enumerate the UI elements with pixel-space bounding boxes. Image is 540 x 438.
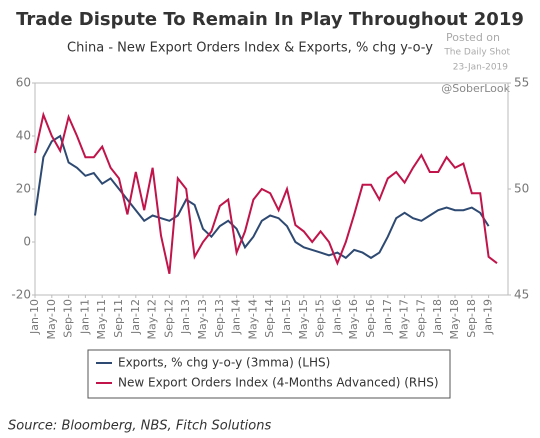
x-tick-label: May-13 xyxy=(196,299,209,340)
annotation: 23-Jan-2019 xyxy=(453,63,509,73)
x-tick-label: May-10 xyxy=(45,299,58,340)
x-tick-label: Sep-15 xyxy=(314,299,327,338)
x-tick-label: Sep-12 xyxy=(162,299,175,338)
x-tick-label: Sep-11 xyxy=(112,299,125,338)
x-tick-label: Jan-17 xyxy=(381,299,394,335)
source: Source: Bloomberg, NBS, Fitch Solutions xyxy=(8,419,271,434)
y2-tick-label: 55 xyxy=(514,76,529,90)
y2-tick-label: 45 xyxy=(514,288,529,302)
x-tick-label: Sep-18 xyxy=(465,299,478,338)
x-tick-label: May-12 xyxy=(146,299,159,340)
x-tick-label: Jan-16 xyxy=(330,299,343,335)
x-tick-label: Jan-12 xyxy=(129,299,142,335)
x-tick-label: Sep-16 xyxy=(364,299,377,338)
chart-subtitle: China - New Export Orders Index & Export… xyxy=(67,41,433,56)
series-line xyxy=(34,111,498,275)
legend-box xyxy=(87,349,451,399)
series-line xyxy=(34,134,490,260)
y-tick-label: 60 xyxy=(16,76,31,90)
y2-tick-label: 50 xyxy=(514,182,529,196)
x-tick-label: May-14 xyxy=(246,299,259,340)
chart-title: Trade Dispute To Remain In Play Througho… xyxy=(16,9,524,30)
annotation: Posted on xyxy=(446,31,500,44)
y-tick-label: 20 xyxy=(16,182,31,196)
x-tick-label: Jan-18 xyxy=(431,299,444,335)
x-tick-label: May-15 xyxy=(297,299,310,340)
x-tick-label: Jan-13 xyxy=(179,299,192,335)
x-tick-label: Jan-15 xyxy=(280,299,293,335)
x-tick-label: May-17 xyxy=(398,299,411,340)
x-tick-label: May-18 xyxy=(448,299,461,340)
x-tick-label: Sep-10 xyxy=(62,299,75,338)
annotation: The Daily Shot xyxy=(443,48,510,58)
y-tick-label: 0 xyxy=(23,235,31,249)
annotation: @SoberLook xyxy=(441,82,510,95)
x-tick-label: Sep-17 xyxy=(414,299,427,338)
y-tick-label: -20 xyxy=(11,288,31,302)
x-tick-label: Jan-19 xyxy=(482,299,495,335)
x-tick-label: Sep-13 xyxy=(213,299,226,338)
x-tick-label: Jan-11 xyxy=(78,299,91,335)
legend-label: New Export Orders Index (4-Months Advanc… xyxy=(118,376,439,390)
plot-frame xyxy=(34,82,509,296)
x-tick-label: May-16 xyxy=(347,299,360,340)
legend-label: Exports, % chg y-o-y (3mma) (LHS) xyxy=(118,356,330,370)
x-tick-label: Jan-14 xyxy=(230,299,243,335)
x-tick-label: Jan-10 xyxy=(28,299,41,335)
x-tick-label: May-11 xyxy=(95,299,108,340)
y-tick-label: 40 xyxy=(16,129,31,143)
x-tick-label: Sep-14 xyxy=(263,299,276,338)
